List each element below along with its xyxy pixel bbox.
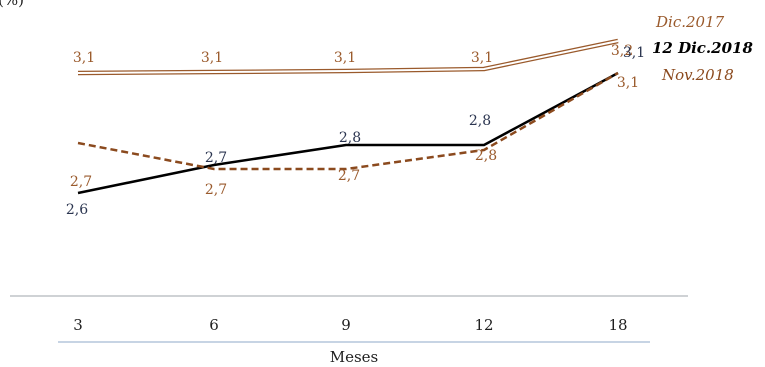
- y-unit-label: (%): [0, 0, 24, 9]
- legend-dic-2017: Dic.2017: [655, 13, 725, 31]
- x-tick-3: 3: [73, 316, 83, 334]
- data-label-nov-2018-4: 3,1: [617, 75, 639, 91]
- data-label-dic-2017-1: 3,1: [201, 50, 223, 66]
- data-label-nov-2018-2: 2,7: [338, 168, 360, 184]
- data-labels: 3,1 3,1 3,1 3,1 3,22,62,72,82,83,12,7 2,72,72…: [66, 43, 645, 218]
- x-tick-12: 12: [474, 316, 493, 334]
- data-label-dic-2017-0: 3,1: [73, 50, 95, 66]
- data-label-12-dic-2018-1: 2,7: [205, 150, 227, 166]
- data-label-nov-2018-1: 2,7: [205, 182, 227, 198]
- legend: Dic.2017 12 Dic.2018 Nov.2018: [652, 13, 753, 84]
- x-tick-labels: 3 6 9 12 18: [73, 316, 627, 334]
- x-tick-9: 9: [341, 316, 351, 334]
- series-lines: [77, 38, 619, 195]
- legend-12-dic-2018: 12 Dic.2018: [652, 39, 753, 57]
- x-axis-title: Meses: [330, 348, 379, 366]
- data-label-dic-2017-2: 3,1: [334, 50, 356, 66]
- data-label-nov-2018-3: 2,8: [475, 148, 497, 164]
- legend-nov-2018: Nov.2018: [661, 66, 734, 84]
- data-label-nov-2018-0: 2,7: [70, 174, 92, 190]
- series-line-nov-2018: [77, 71, 619, 171]
- series-line-dic-2017-inner: [77, 40, 619, 74]
- x-tick-18: 18: [608, 316, 627, 334]
- data-label-12-dic-2018-3: 2,8: [469, 113, 491, 129]
- series-line-12-dic-2018: [77, 71, 619, 195]
- data-label-dic-2017-4: 3,2: [611, 43, 633, 59]
- data-label-12-dic-2018-0: 2,6: [66, 202, 88, 218]
- data-label-12-dic-2018-4: 3,1: [623, 45, 645, 61]
- x-tick-6: 6: [209, 316, 219, 334]
- data-label-12-dic-2018-2: 2,8: [339, 130, 361, 146]
- data-label-dic-2017-3: 3,1: [471, 50, 493, 66]
